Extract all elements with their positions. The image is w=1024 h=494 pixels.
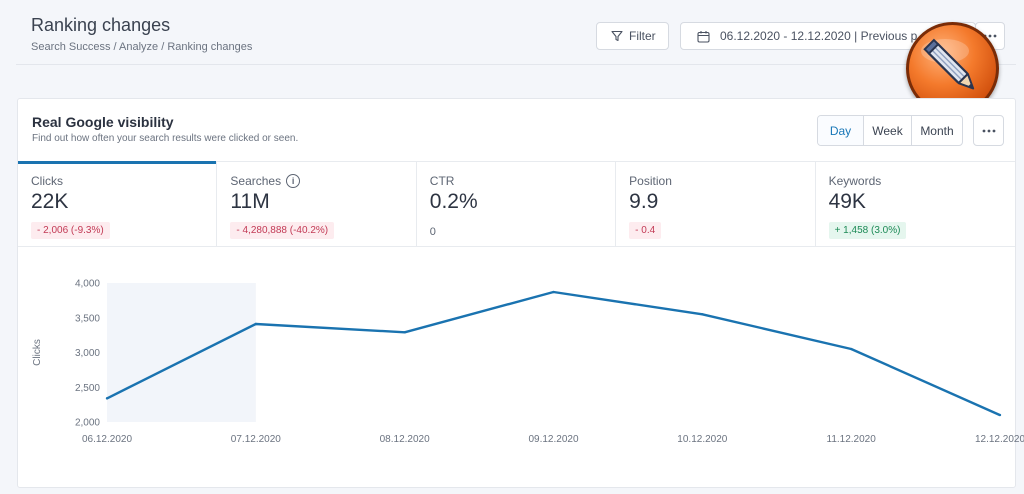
period-week-button[interactable]: Week	[864, 116, 912, 145]
y-tick-label: 4,000	[75, 279, 100, 290]
metric-value: 11M	[230, 190, 270, 213]
y-tick-label: 3,000	[75, 348, 100, 359]
x-tick-label: 10.12.2020	[677, 434, 727, 445]
y-tick-label: 2,000	[75, 418, 100, 429]
metric-searches[interactable]: Searches i 11M - 4,280,888 (-40.2%)	[217, 162, 417, 246]
x-tick-label: 11.12.2020	[827, 434, 877, 445]
period-month-button[interactable]: Month	[920, 123, 954, 138]
filter-icon	[611, 30, 623, 42]
period-day-button[interactable]: Day	[818, 116, 864, 145]
filter-button[interactable]: Filter	[596, 22, 669, 50]
y-axis-label: Clicks	[32, 339, 43, 366]
metric-delta-badge: - 2,006 (-9.3%)	[31, 222, 110, 239]
metrics-row: Clicks 22K - 2,006 (-9.3%) Searches i 11…	[18, 161, 1015, 247]
metric-keywords[interactable]: Keywords 49K + 1,458 (3.0%)	[816, 162, 1015, 246]
metric-label: Position	[629, 174, 672, 188]
info-icon[interactable]: i	[286, 174, 301, 188]
metric-value: 49K	[828, 190, 866, 213]
filter-label: Filter	[629, 29, 656, 43]
metric-label: Clicks	[31, 174, 63, 188]
data-point[interactable]	[105, 397, 109, 400]
metric-sub-value: 0	[429, 226, 436, 238]
x-tick-label: 07.12.2020	[231, 434, 281, 445]
card-more-button[interactable]	[973, 115, 1004, 146]
metric-clicks[interactable]: Clicks 22K - 2,006 (-9.3%)	[18, 161, 218, 246]
x-tick-label: 08.12.2020	[380, 434, 430, 445]
data-point[interactable]	[254, 322, 258, 326]
metric-ctr[interactable]: CTR 0.2% 0	[417, 162, 617, 246]
metric-delta-badge: - 0.4	[629, 222, 662, 239]
data-point[interactable]	[849, 347, 853, 351]
card-subtitle: Find out how often your search results w…	[32, 133, 299, 144]
y-tick-label: 3,500	[75, 313, 100, 324]
metric-position[interactable]: Position 9.9 - 0.4	[616, 162, 816, 246]
period-selector: Day Week Month	[817, 115, 963, 146]
x-tick-label: 09.12.2020	[528, 434, 578, 445]
metric-delta-badge: + 1,458 (3.0%)	[828, 222, 907, 239]
metric-value: 9.9	[629, 190, 659, 213]
metric-value: 22K	[31, 190, 69, 213]
metric-delta-badge: - 4,280,888 (-40.2%)	[230, 222, 335, 239]
metric-label: Searches i	[230, 174, 301, 188]
date-range-label: 06.12.2020 - 12.12.2020 | Previous p	[720, 29, 918, 43]
y-tick-label: 2,500	[75, 383, 100, 394]
more-horizontal-icon	[982, 129, 995, 132]
card-title: Real Google visibility	[32, 114, 174, 130]
x-tick-label: 12.12.2020	[975, 434, 1024, 445]
page-title: Ranking changes	[31, 15, 171, 35]
header-divider	[16, 64, 1016, 65]
series-points	[105, 290, 1002, 417]
breadcrumb[interactable]: Search Success / Analyze / Ranking chang…	[31, 41, 253, 53]
calendar-icon	[697, 30, 710, 43]
data-point[interactable]	[701, 313, 704, 316]
y-axis-ticks: 4,000 3,500 3,000 2,500 2,000	[75, 279, 100, 429]
x-axis-ticks: 06.12.2020 07.12.2020 08.12.2020 09.12.2020…	[82, 434, 1024, 445]
metric-label: Keywords	[828, 174, 882, 188]
highlight-band	[107, 283, 256, 422]
data-point[interactable]	[998, 413, 1002, 417]
metric-label: CTR	[429, 174, 455, 188]
data-point[interactable]	[552, 290, 555, 294]
pencil-icon	[921, 38, 975, 90]
metric-value: 0.2%	[429, 190, 478, 213]
x-tick-label: 06.12.2020	[82, 434, 132, 445]
data-point[interactable]	[403, 331, 406, 334]
